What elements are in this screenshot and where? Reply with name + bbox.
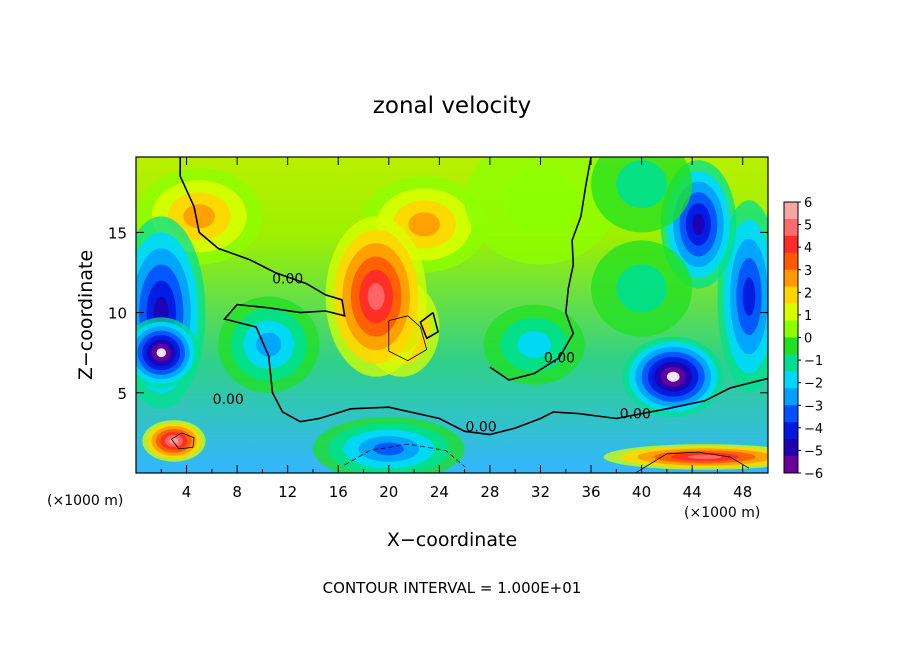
colorbar-label: 2 [804,286,812,301]
heatmap-blob [692,213,705,236]
colorbar-swatch [784,439,798,457]
heatmap-feature [603,444,768,470]
colorbar-swatch [784,337,798,355]
heatmap-feature [483,304,585,385]
colorbar-swatch [784,371,798,389]
y-axis-ticks: 5 10 15 [108,224,768,403]
colorbar-swatch [784,320,798,338]
heatmap-blob [687,454,722,460]
heatmap-feature [622,336,724,417]
heatmap-blob [517,331,552,359]
x-tick-label: 32 [531,483,550,501]
colorbar-swatch [784,218,798,237]
contour-label: 0.00 [620,406,651,422]
x-axis-label: X−coordinate [387,529,517,551]
heatmap-blob [156,348,167,358]
colorbar-swatch [784,303,798,322]
colorbar-label: 6 [804,196,812,211]
x-tick-label: 4 [182,483,192,501]
x-tick-label: 20 [379,483,398,501]
heatmap-feature [591,240,693,337]
contour-label: 0.00 [213,392,244,408]
colorbar: 6 5 4 3 2 1 0 −1 −2 −3 −4 −5 −6 [783,196,823,482]
zero-contour-line [179,157,768,436]
contour-label: 0.00 [544,350,575,366]
colorbar-swatch [784,286,798,305]
heatmap-blob [183,204,215,229]
colorbar-swatch [784,354,798,372]
colorbar-swatch [784,252,798,271]
x-unit-label-right: (×1000 m) [684,505,760,521]
heatmap-blob [256,332,282,357]
colorbar-label: 3 [804,264,812,279]
colorbar-swatch [784,405,798,423]
heatmap-feature [136,317,200,388]
contour-lines [171,157,768,473]
colorbar-label: 5 [804,219,812,234]
x-tick-label: 8 [232,483,242,501]
contour-labels: 0.00 0.00 0.00 0.00 0.00 [213,272,651,436]
colorbar-label: −2 [804,377,823,392]
colorbar-swatch [784,456,798,474]
heatmap-plot-area: 0.000.000.000.000.00 4 8 12 16 20 24 28 32 36 40 4… [108,156,769,501]
colorbar-swatches [784,202,798,474]
heatmap-feature [591,157,693,233]
colorbar-swatch [784,388,798,406]
x-unit-label-left: (×1000 m) [47,493,123,509]
heatmap-blob [408,212,440,237]
dashed-contour-line [344,443,465,467]
chart-title: zonal velocity [373,93,531,119]
colorbar-label: −3 [804,399,823,414]
colorbar-label: −6 [804,467,823,482]
y-tick-label: 15 [108,224,127,242]
y-axis-label: Z−coordinate [75,250,97,380]
heatmap-blob [367,283,385,310]
colorbar-swatch [784,235,798,254]
heatmap-blob [666,371,680,382]
zero-contour-line [489,157,592,381]
heatmap-feature [142,420,206,462]
colorbar-label: −1 [804,354,823,369]
colorbar-labels: 6 5 4 3 2 1 0 −1 −2 −3 −4 −5 −6 [798,196,823,482]
heatmap-blob [616,264,667,313]
heatmap-features [136,157,768,473]
x-tick-label: 12 [278,483,297,501]
heatmap-feature [312,416,465,473]
colorbar-swatch [784,202,798,220]
heatmap-blob [373,442,404,456]
contour-interval-note: CONTOUR INTERVAL = 1.000E+01 [323,579,582,597]
y-tick-label: 5 [117,385,127,403]
x-tick-label: 44 [683,483,702,501]
colorbar-label: −4 [804,422,823,437]
colorbar-label: 1 [804,309,812,324]
heatmap-feature [325,216,427,377]
heatmap-blob [742,277,756,316]
y-tick-label: 10 [108,305,127,323]
heatmap-feature [464,157,617,265]
colorbar-swatch [784,269,798,288]
colorbar-label: 0 [804,332,812,347]
x-tick-label: 40 [632,483,651,501]
colorbar-label: 4 [804,241,812,256]
heatmap-blob [502,168,579,233]
thin-contour-line [388,315,428,362]
x-tick-label: 24 [430,483,449,501]
colorbar-swatch [784,422,798,440]
x-tick-label: 28 [480,483,499,501]
x-axis-ticks: 4 8 12 16 20 24 28 32 36 40 44 48 [160,157,752,501]
plot-frame [135,156,769,474]
heatmap-blob [616,160,667,209]
contour-label: 0.00 [272,272,303,288]
x-tick-label: 48 [733,483,752,501]
contour-label: 0.00 [465,419,496,435]
colorbar-label: −5 [804,444,823,459]
x-tick-label: 16 [329,483,348,501]
thin-contour-line [635,451,750,473]
thin-contour-line [171,432,195,450]
x-tick-label: 36 [581,483,600,501]
heatmap-feature [218,296,320,393]
zero-contour-line [419,311,440,340]
